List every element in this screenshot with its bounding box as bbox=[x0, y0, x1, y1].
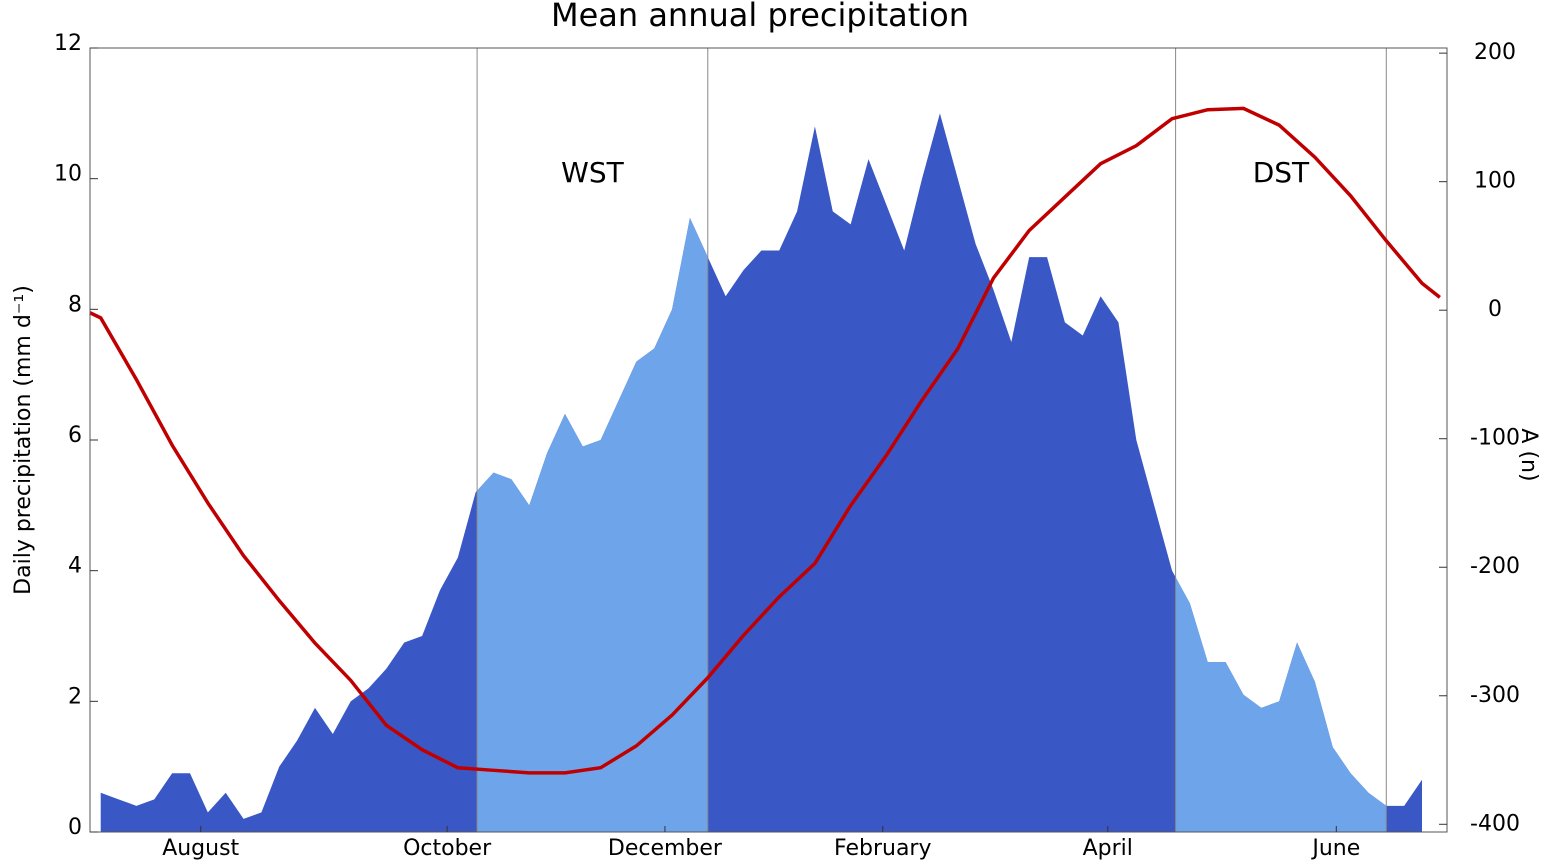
x-tick-label: February bbox=[834, 836, 932, 861]
x-tick-label: October bbox=[403, 836, 492, 861]
annotation: WST bbox=[561, 156, 624, 189]
y-tick-label: 2 bbox=[68, 684, 82, 709]
y2-tick-label: 100 bbox=[1474, 169, 1516, 194]
chart-title: Mean annual precipitation bbox=[551, 0, 969, 34]
y2-tick-label: -400 bbox=[1470, 811, 1520, 836]
y2-tick-label: -200 bbox=[1470, 554, 1520, 579]
y-tick-label: 4 bbox=[68, 554, 82, 579]
y-tick-label: 8 bbox=[68, 292, 82, 317]
y-tick-label: 10 bbox=[54, 162, 82, 187]
x-tick-label: June bbox=[1310, 836, 1360, 861]
y2-tick-label: 0 bbox=[1488, 297, 1502, 322]
y2-tick-label: 200 bbox=[1474, 40, 1516, 65]
y-tick-label: 0 bbox=[68, 815, 82, 840]
y2-axis-label: A (n) bbox=[1516, 428, 1541, 481]
area bbox=[100, 113, 1423, 833]
y2-tick-label: -300 bbox=[1470, 683, 1520, 708]
x-tick-label: August bbox=[162, 836, 239, 861]
y-axis-label: Daily precipitation (mm d⁻¹) bbox=[11, 285, 36, 595]
annotation: DST bbox=[1253, 156, 1310, 189]
line bbox=[89, 106, 1441, 775]
x-tick-label: April bbox=[1083, 836, 1133, 861]
x-tick-label: December bbox=[608, 836, 723, 861]
y-tick-label: 12 bbox=[54, 31, 82, 56]
y2-tick-label: -100 bbox=[1470, 426, 1520, 451]
y-tick-label: 6 bbox=[68, 423, 82, 448]
